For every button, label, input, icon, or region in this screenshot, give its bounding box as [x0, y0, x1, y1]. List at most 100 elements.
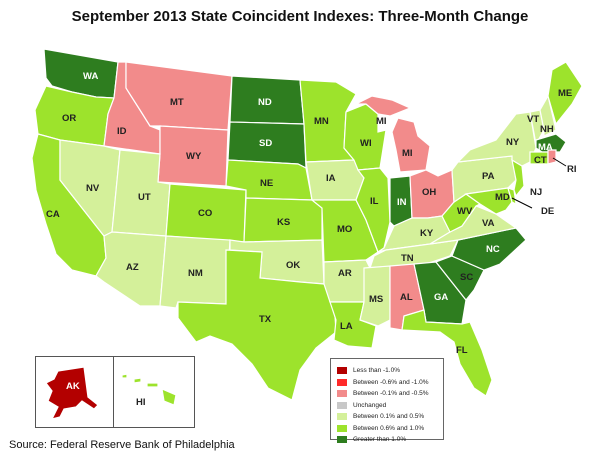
legend-item: Between -0.1% and -0.5%	[337, 388, 437, 399]
legend-item: Unchanged	[337, 400, 437, 411]
label-pa: PA	[482, 171, 495, 182]
label-ny: NY	[506, 137, 520, 148]
state-hi-1[interactable]	[121, 373, 128, 379]
label-nh: NH	[540, 124, 554, 135]
label-mt: MT	[170, 97, 184, 108]
legend-item: Greater than 1.0%	[337, 434, 437, 445]
state-hi-4[interactable]	[161, 388, 177, 406]
label-mn: MN	[314, 116, 329, 127]
state-fl[interactable]	[401, 309, 493, 397]
legend-label: Unchanged	[353, 401, 387, 409]
hawaii-map: HI	[121, 373, 177, 408]
state-de[interactable]	[507, 187, 517, 206]
alaska-inset: AK	[35, 356, 115, 428]
legend-item: Between 0.1% and 0.5%	[337, 411, 437, 422]
label-tn: TN	[401, 253, 414, 264]
label-ia: IA	[326, 173, 336, 184]
label-nj: NJ	[530, 187, 542, 198]
label-de: DE	[541, 206, 554, 217]
state-ak[interactable]	[45, 366, 99, 420]
legend-swatch	[337, 413, 347, 420]
legend: Less than -1.0% Between -0.6% and -1.0% Be…	[330, 358, 444, 443]
legend-swatch	[337, 367, 347, 374]
label-ga: GA	[434, 292, 448, 303]
legend-item: Less than -1.0%	[337, 365, 437, 376]
label-hi: HI	[136, 397, 146, 408]
label-ma: MA	[538, 142, 553, 153]
state-ma[interactable]	[535, 133, 567, 153]
label-md: MD	[495, 192, 510, 203]
ri-leader-line	[552, 157, 567, 167]
label-sc: SC	[460, 272, 473, 283]
source-note: Source: Federal Reserve Bank of Philadel…	[9, 439, 235, 451]
state-mi[interactable]	[391, 117, 431, 173]
state-mi-up[interactable]	[355, 95, 412, 117]
label-mi: MI	[402, 148, 413, 159]
label-mo: MO	[337, 224, 352, 235]
label-ar: AR	[338, 268, 352, 279]
label-ne: NE	[260, 178, 273, 189]
state-nh[interactable]	[539, 94, 557, 137]
state-hi-3[interactable]	[146, 382, 159, 388]
legend-swatch	[337, 424, 347, 432]
label-mi-up: MI	[376, 116, 387, 127]
label-fl: FL	[456, 345, 468, 356]
label-me: ME	[558, 88, 572, 99]
state-ar[interactable]	[323, 259, 371, 303]
legend-label: Greater than 1.0%	[353, 436, 407, 443]
label-nd: ND	[258, 97, 272, 108]
legend-swatch	[337, 390, 347, 397]
state-ri[interactable]	[547, 149, 557, 165]
state-tx[interactable]	[177, 249, 337, 401]
legend-label: Between 0.6% and 1.0%	[353, 424, 425, 432]
legend-label: Less than -1.0%	[353, 367, 400, 374]
map-title: September 2013 State Coincident Indexes:…	[71, 8, 529, 25]
label-co: CO	[198, 208, 212, 219]
label-il: IL	[370, 196, 379, 207]
state-sc[interactable]	[435, 255, 485, 301]
legend-swatch	[337, 436, 347, 443]
label-vt: VT	[527, 114, 539, 125]
label-ms: MS	[369, 294, 383, 305]
label-nm: NM	[188, 268, 203, 279]
label-id: ID	[117, 126, 127, 137]
label-sd: SD	[259, 138, 272, 149]
legend-rows: Less than -1.0% Between -0.6% and -1.0% Be…	[337, 365, 437, 445]
label-or: OR	[62, 113, 76, 124]
label-al: AL	[400, 292, 413, 303]
alaska-map: AK	[45, 366, 99, 420]
legend-label: Between 0.1% and 0.5%	[353, 413, 425, 420]
state-wy[interactable]	[157, 125, 229, 187]
label-ca: CA	[46, 209, 60, 220]
label-ct: CT	[534, 155, 547, 166]
label-tx: TX	[259, 314, 272, 325]
label-ut: UT	[138, 192, 151, 203]
state-me[interactable]	[547, 61, 583, 126]
label-la: LA	[340, 321, 353, 332]
label-wa: WA	[83, 71, 98, 82]
label-oh: OH	[422, 187, 436, 198]
label-ok: OK	[286, 260, 300, 271]
label-ri: RI	[567, 164, 577, 175]
legend-item: Between -0.6% and -1.0%	[337, 377, 437, 388]
state-hi-2[interactable]	[133, 377, 142, 384]
label-ks: KS	[277, 217, 290, 228]
label-wy: WY	[186, 151, 202, 162]
label-az: AZ	[126, 262, 139, 273]
legend-label: Between -0.6% and -1.0%	[353, 378, 429, 386]
label-ky: KY	[420, 228, 434, 239]
hawaii-inset: HI	[113, 356, 195, 428]
label-wv: WV	[457, 206, 473, 217]
label-nv: NV	[86, 183, 100, 194]
legend-swatch	[337, 378, 347, 386]
label-nc: NC	[486, 244, 500, 255]
label-va: VA	[482, 218, 495, 229]
de-leader-line	[511, 197, 533, 209]
legend-item: Between 0.6% and 1.0%	[337, 423, 437, 434]
label-in: IN	[397, 197, 407, 208]
legend-label: Between -0.1% and -0.5%	[353, 390, 429, 397]
label-ak: AK	[66, 381, 80, 392]
state-ny[interactable]	[456, 111, 537, 167]
legend-swatch	[337, 401, 347, 409]
